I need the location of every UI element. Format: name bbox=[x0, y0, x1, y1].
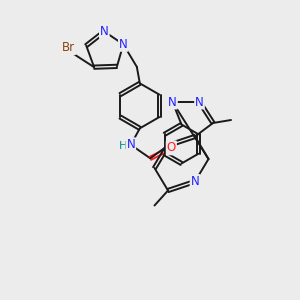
Text: N: N bbox=[190, 175, 200, 188]
Text: N: N bbox=[195, 95, 204, 109]
Text: O: O bbox=[167, 141, 176, 154]
Text: N: N bbox=[126, 138, 135, 151]
Text: Br: Br bbox=[62, 41, 75, 54]
Text: H: H bbox=[119, 141, 128, 151]
Text: N: N bbox=[168, 95, 177, 109]
Text: N: N bbox=[100, 25, 109, 38]
Text: N: N bbox=[119, 38, 128, 51]
